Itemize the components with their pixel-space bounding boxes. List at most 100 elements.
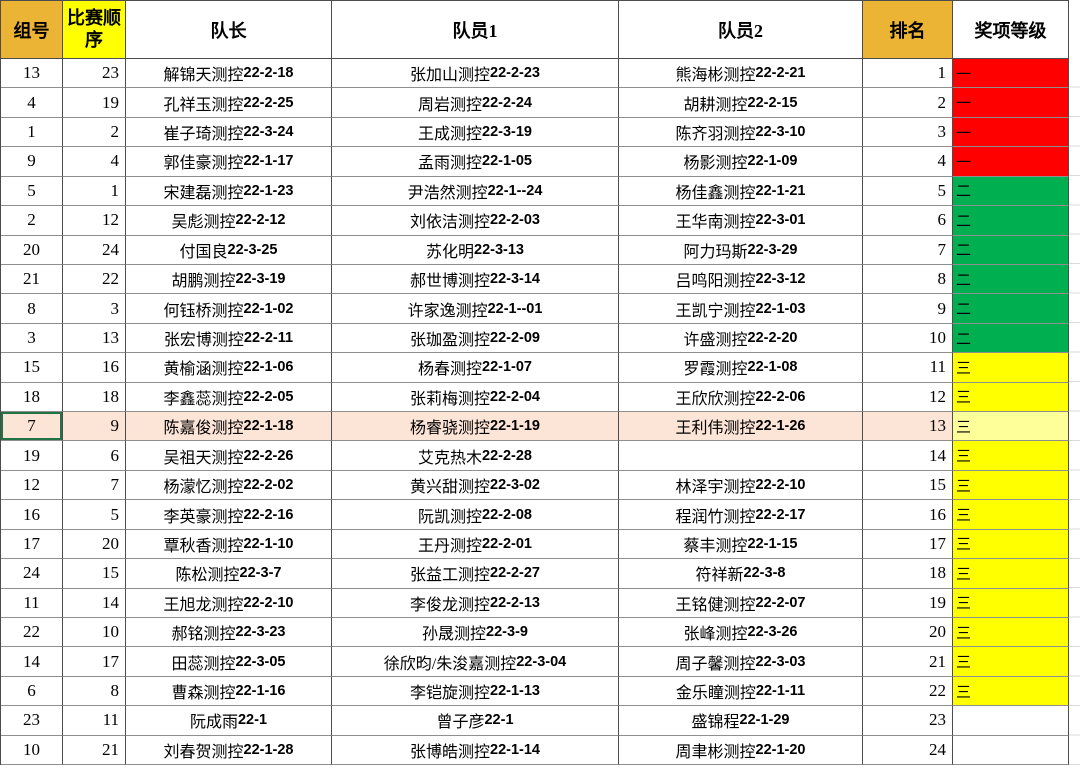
cell-match-order[interactable]: 4 (63, 147, 126, 177)
header-member2[interactable]: 队员2 (619, 1, 863, 59)
cell-member2[interactable]: 周子馨测控 22-3-03 (619, 647, 863, 677)
cell-member1[interactable]: 张加山测控 22-2-23 (332, 59, 619, 89)
cell-member1[interactable]: 许家逸测控 22-1--01 (332, 294, 619, 324)
cell-member1[interactable]: 孙晟测控 22-3-9 (332, 618, 619, 648)
cell-rank[interactable]: 20 (863, 618, 953, 648)
cell-member1[interactable]: 张益工测控 22-2-27 (332, 559, 619, 589)
cell-captain[interactable]: 刘春贺测控 22-1-28 (126, 735, 332, 766)
cell-award-level[interactable]: 三 (953, 353, 1069, 383)
cell-captain[interactable]: 王旭龙测控 22-2-10 (126, 588, 332, 619)
cell-award-level[interactable]: 三 (953, 559, 1069, 589)
cell-match-order[interactable]: 9 (63, 412, 126, 442)
cell-match-order[interactable]: 14 (63, 588, 126, 619)
cell-group-number[interactable]: 7 (1, 412, 63, 442)
cell-group-number[interactable]: 3 (1, 323, 63, 354)
cell-rank[interactable]: 5 (863, 176, 953, 207)
cell-member2[interactable]: 罗霞测控 22-1-08 (619, 353, 863, 383)
cell-award-level[interactable]: 二 (953, 235, 1069, 265)
cell-group-number[interactable]: 16 (1, 500, 63, 530)
cell-group-number[interactable]: 21 (1, 264, 63, 295)
cell-match-order[interactable]: 19 (63, 88, 126, 118)
cell-captain[interactable]: 孔祥玉测控 22-2-25 (126, 88, 332, 118)
cell-match-order[interactable]: 10 (63, 618, 126, 648)
cell-award-level[interactable]: 二 (953, 294, 1069, 324)
cell-rank[interactable]: 2 (863, 88, 953, 118)
cell-captain[interactable]: 吴彪测控 22-2-12 (126, 206, 332, 236)
cell-member2[interactable]: 盛锦程 22-1-29 (619, 706, 863, 736)
cell-rank[interactable]: 7 (863, 235, 953, 265)
cell-group-number[interactable]: 4 (1, 88, 63, 118)
cell-group-number[interactable]: 14 (1, 647, 63, 677)
cell-captain[interactable]: 宋建磊测控 22-1-23 (126, 176, 332, 207)
cell-member2[interactable]: 许盛测控 22-2-20 (619, 323, 863, 354)
cell-captain[interactable]: 胡鹏测控 22-3-19 (126, 264, 332, 295)
cell-member1[interactable]: 王成测控 22-3-19 (332, 117, 619, 148)
cell-award-level[interactable]: 三 (953, 470, 1069, 501)
cell-award-level[interactable]: 二 (953, 176, 1069, 207)
cell-match-order[interactable]: 12 (63, 206, 126, 236)
cell-member1[interactable]: 王丹测控 22-2-01 (332, 529, 619, 560)
cell-rank[interactable]: 24 (863, 735, 953, 766)
cell-member1[interactable]: 李俊龙测控 22-2-13 (332, 588, 619, 619)
cell-member1[interactable]: 杨春测控 22-1-07 (332, 353, 619, 383)
cell-rank[interactable]: 21 (863, 647, 953, 677)
cell-rank[interactable]: 19 (863, 588, 953, 619)
cell-group-number[interactable]: 20 (1, 235, 63, 265)
cell-award-level[interactable]: 三 (953, 676, 1069, 707)
cell-match-order[interactable]: 18 (63, 382, 126, 413)
cell-member2[interactable]: 阿力玛斯 22-3-29 (619, 235, 863, 265)
cell-member1[interactable]: 张莉梅测控 22-2-04 (332, 382, 619, 413)
cell-rank[interactable]: 12 (863, 382, 953, 413)
cell-match-order[interactable]: 3 (63, 294, 126, 324)
cell-award-level[interactable] (953, 735, 1069, 766)
cell-group-number[interactable]: 10 (1, 735, 63, 766)
cell-rank[interactable]: 1 (863, 59, 953, 89)
cell-captain[interactable]: 陈松测控 22-3-7 (126, 559, 332, 589)
cell-member2[interactable]: 林泽宇测控 22-2-10 (619, 470, 863, 501)
cell-rank[interactable]: 8 (863, 264, 953, 295)
cell-member1[interactable]: 刘依洁测控 22-2-03 (332, 206, 619, 236)
cell-rank[interactable]: 3 (863, 117, 953, 148)
cell-rank[interactable]: 18 (863, 559, 953, 589)
cell-member2[interactable]: 金乐瞳测控 22-1-11 (619, 676, 863, 707)
cell-captain[interactable]: 陈嘉俊测控 22-1-18 (126, 412, 332, 442)
cell-member1[interactable]: 张博皓测控 22-1-14 (332, 735, 619, 766)
cell-award-level[interactable]: 三 (953, 618, 1069, 648)
cell-award-level[interactable]: 二 (953, 206, 1069, 236)
cell-rank[interactable]: 10 (863, 323, 953, 354)
cell-captain[interactable]: 杨濛忆测控 22-2-02 (126, 470, 332, 501)
cell-match-order[interactable]: 24 (63, 235, 126, 265)
header-rank[interactable]: 排名 (863, 1, 953, 59)
cell-captain[interactable]: 张宏博测控 22-2-11 (126, 323, 332, 354)
cell-member2[interactable]: 蔡丰测控 22-1-15 (619, 529, 863, 560)
cell-match-order[interactable]: 20 (63, 529, 126, 560)
cell-member1[interactable]: 徐欣昀/朱浚嘉测控 22-3-04 (332, 647, 619, 677)
cell-rank[interactable]: 16 (863, 500, 953, 530)
cell-match-order[interactable]: 2 (63, 117, 126, 148)
cell-group-number[interactable]: 11 (1, 588, 63, 619)
cell-member2[interactable]: 熊海彬测控 22-2-21 (619, 59, 863, 89)
cell-group-number[interactable]: 19 (1, 441, 63, 471)
cell-member1[interactable]: 杨睿骁测控 22-1-19 (332, 412, 619, 442)
cell-award-level[interactable]: 三 (953, 588, 1069, 619)
cell-member1[interactable]: 张珈盈测控 22-2-09 (332, 323, 619, 354)
cell-member2[interactable]: 胡耕测控 22-2-15 (619, 88, 863, 118)
cell-match-order[interactable]: 22 (63, 264, 126, 295)
cell-member1[interactable]: 周岩测控 22-2-24 (332, 88, 619, 118)
cell-award-level[interactable]: 一 (953, 147, 1069, 177)
cell-member2[interactable]: 吕鸣阳测控 22-3-12 (619, 264, 863, 295)
header-award-level[interactable]: 奖项等级 (953, 1, 1069, 59)
cell-match-order[interactable]: 17 (63, 647, 126, 677)
cell-match-order[interactable]: 6 (63, 441, 126, 471)
cell-captain[interactable]: 阮成雨 22-1 (126, 706, 332, 736)
cell-member1[interactable]: 郝世博测控 22-3-14 (332, 264, 619, 295)
cell-member1[interactable]: 艾克热木 22-2-28 (332, 441, 619, 471)
cell-award-level[interactable]: 三 (953, 441, 1069, 471)
cell-member2[interactable]: 陈齐羽测控 22-3-10 (619, 117, 863, 148)
cell-match-order[interactable]: 23 (63, 59, 126, 89)
cell-rank[interactable]: 17 (863, 529, 953, 560)
cell-captain[interactable]: 覃秋香测控 22-1-10 (126, 529, 332, 560)
cell-member2[interactable]: 杨影测控 22-1-09 (619, 147, 863, 177)
cell-rank[interactable]: 6 (863, 206, 953, 236)
cell-rank[interactable]: 11 (863, 353, 953, 383)
